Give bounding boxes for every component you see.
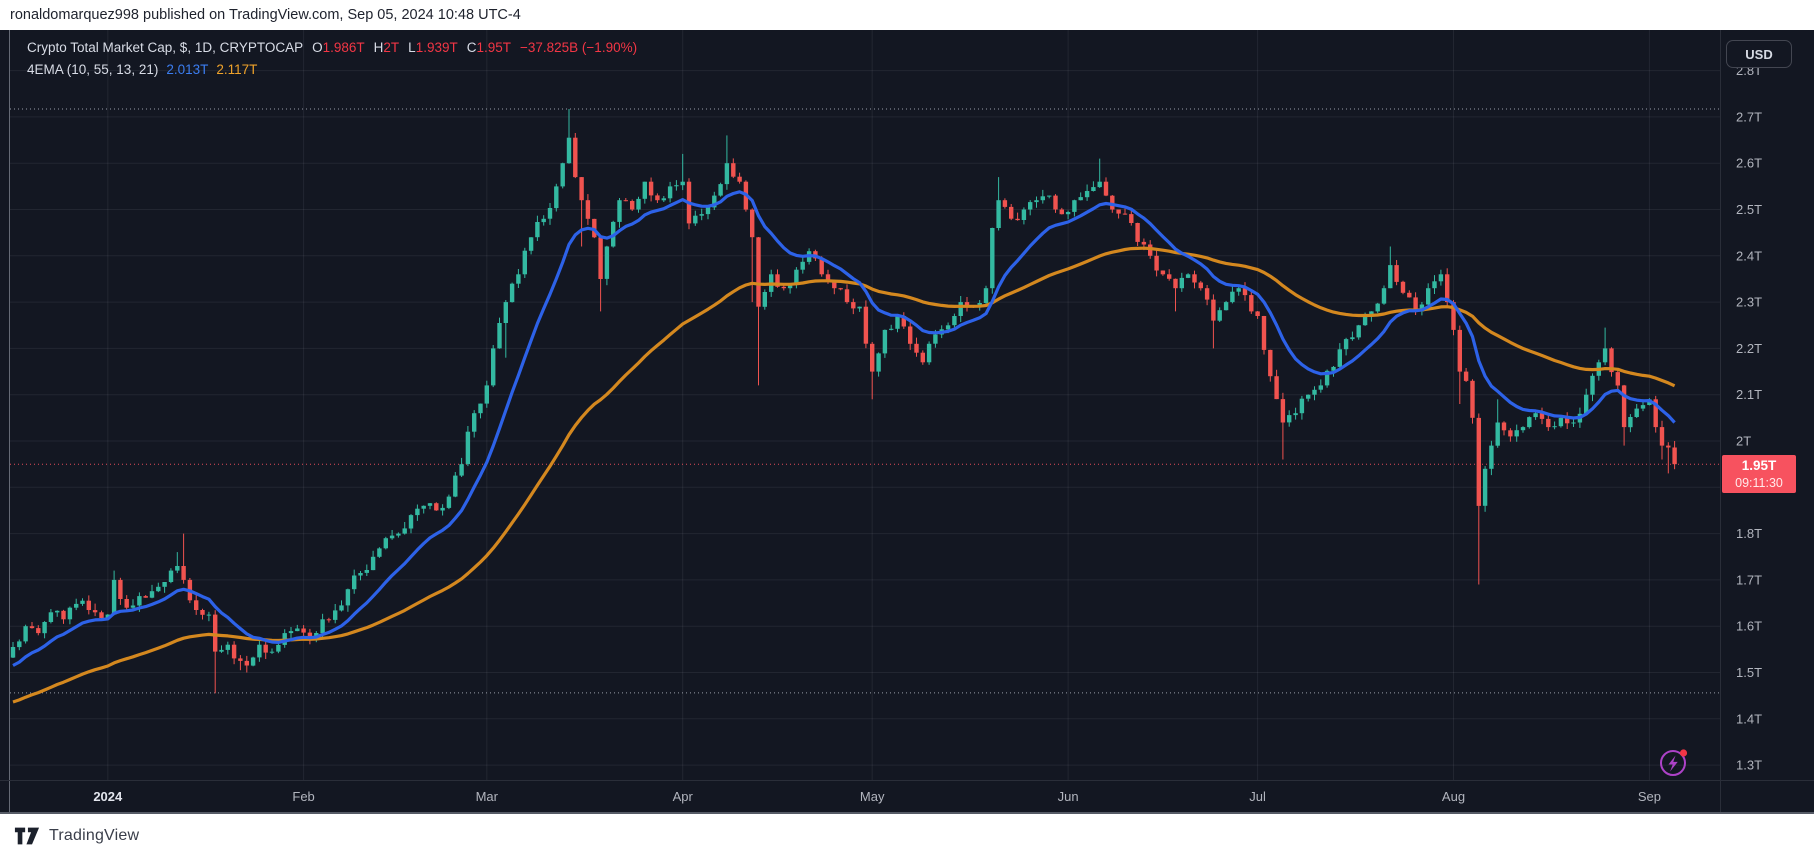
svg-text:2.3T: 2.3T <box>1736 295 1762 310</box>
svg-text:Aug: Aug <box>1442 789 1465 804</box>
tradingview-logo-icon[interactable] <box>14 826 40 846</box>
svg-text:2.6T: 2.6T <box>1736 156 1762 171</box>
attribution-bar: ronaldomarquez998 published on TradingVi… <box>0 0 1814 30</box>
grid <box>10 30 1720 780</box>
axis-borders <box>0 30 1814 814</box>
quick-action-button[interactable] <box>1656 745 1692 781</box>
svg-text:1.3T: 1.3T <box>1736 758 1762 773</box>
candlestick-series <box>10 109 1677 694</box>
svg-text:2024: 2024 <box>93 789 123 804</box>
svg-text:1.5T: 1.5T <box>1736 665 1762 680</box>
svg-text:2.4T: 2.4T <box>1736 248 1762 263</box>
svg-text:1.6T: 1.6T <box>1736 619 1762 634</box>
svg-text:Mar: Mar <box>476 789 499 804</box>
time-scale[interactable]: 2024 Feb Mar Apr May Jun Jul Aug Sep <box>93 789 1661 804</box>
currency-toggle-button[interactable]: USD <box>1726 40 1792 68</box>
tradingview-wordmark[interactable]: TradingView <box>49 827 140 844</box>
chart-region: 2.8T 2.7T 2.6T 2.5T 2.4T 2.3T 2.2T 2.1T 2T 1.8T 1.… <box>0 30 1814 814</box>
attribution-text: ronaldomarquez998 published on TradingVi… <box>10 7 521 23</box>
ema-fast-line <box>12 190 1676 667</box>
bar-countdown: 09:11:30 <box>1735 476 1783 490</box>
svg-text:2T: 2T <box>1736 434 1751 449</box>
svg-text:Jul: Jul <box>1249 789 1266 804</box>
svg-text:Jun: Jun <box>1058 789 1079 804</box>
level-lines <box>10 108 1720 694</box>
price-scale[interactable]: 2.8T2.7T2.6T2.5T2.4T2.3T2.2T2.1T2T1.8T1.… <box>1736 63 1762 773</box>
svg-text:Feb: Feb <box>292 789 314 804</box>
svg-text:1.7T: 1.7T <box>1736 572 1762 587</box>
last-price-value: 1.95T <box>1741 458 1777 473</box>
svg-text:Apr: Apr <box>673 789 694 804</box>
svg-text:2.7T: 2.7T <box>1736 109 1762 124</box>
ema-lines <box>12 190 1676 704</box>
svg-text:2.1T: 2.1T <box>1736 387 1762 402</box>
svg-text:1.4T: 1.4T <box>1736 711 1762 726</box>
svg-text:2.2T: 2.2T <box>1736 341 1762 356</box>
candlestick-chart[interactable]: 2.8T2.7T2.6T2.5T2.4T2.3T2.2T2.1T2T1.8T1.… <box>0 30 1814 814</box>
last-price-label: 1.95T 09:11:30 <box>1722 455 1796 493</box>
footer-bar: TradingView <box>0 814 1814 858</box>
ema-slow-line <box>12 246 1676 704</box>
lightning-bolt-icon <box>1660 749 1688 776</box>
svg-text:May: May <box>860 789 885 804</box>
svg-text:1.8T: 1.8T <box>1736 526 1762 541</box>
svg-text:Sep: Sep <box>1638 789 1661 804</box>
svg-text:2.5T: 2.5T <box>1736 202 1762 217</box>
